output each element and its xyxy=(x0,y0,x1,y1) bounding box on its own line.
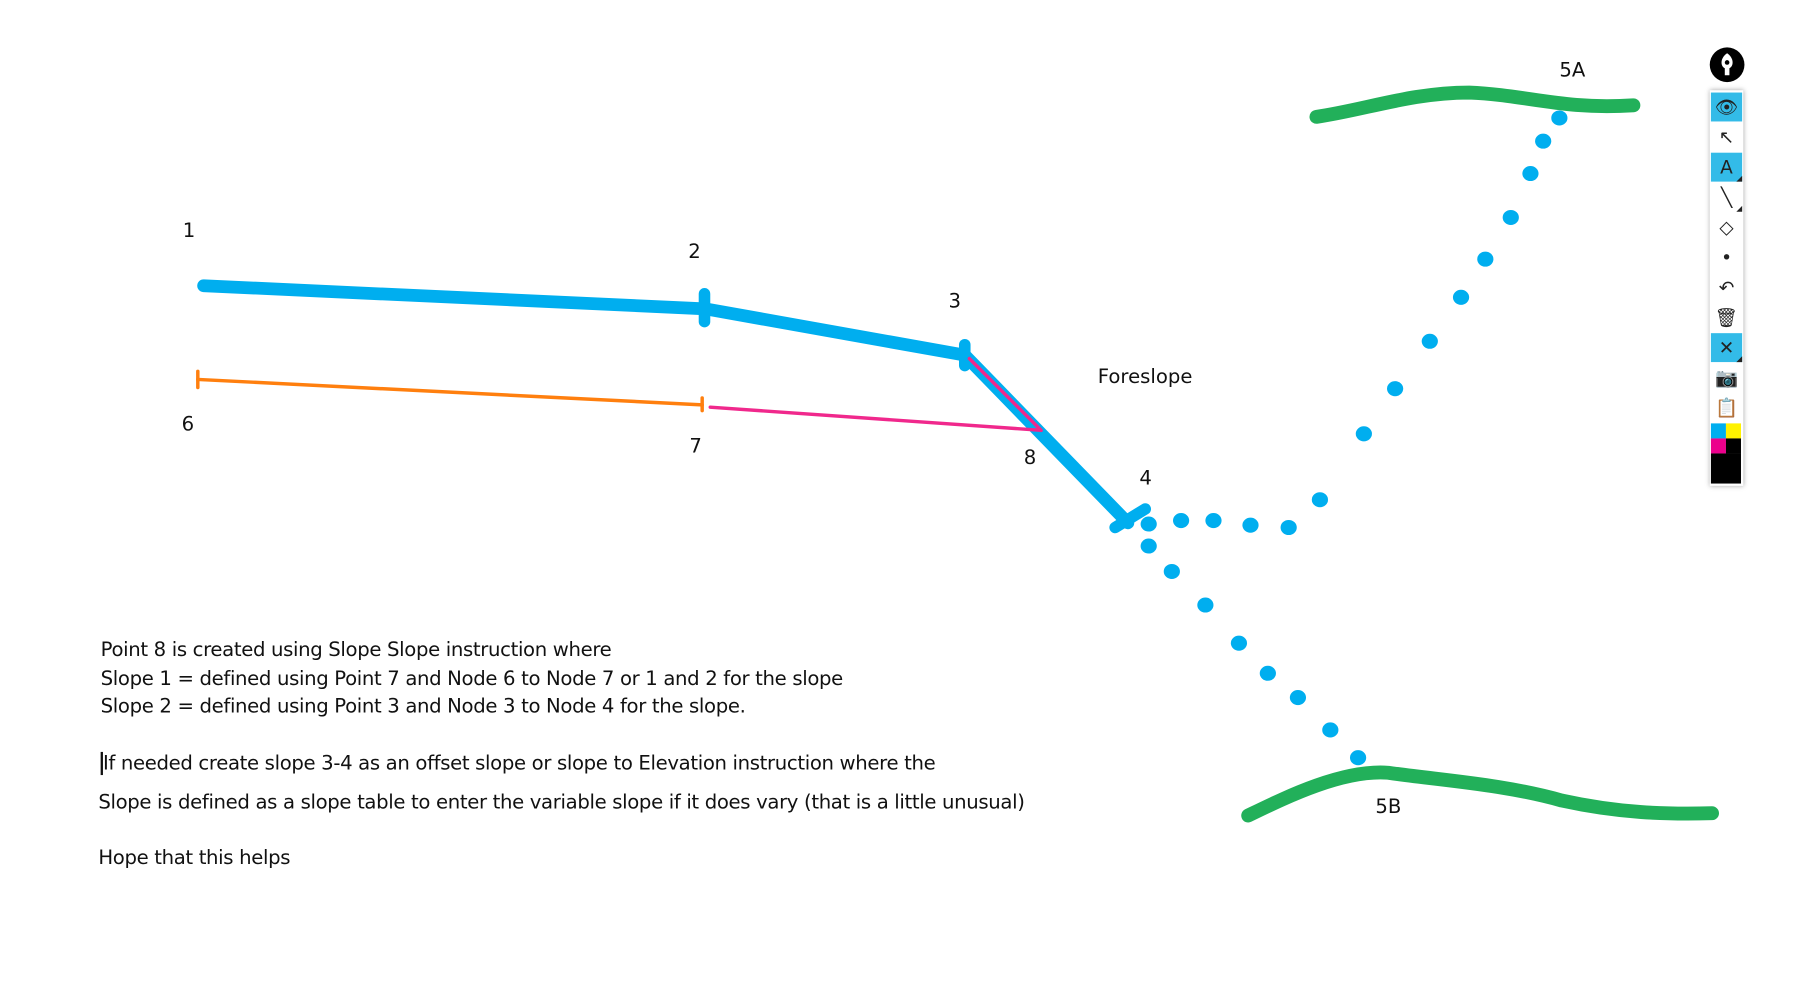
orange-line-6-7 xyxy=(196,377,704,407)
clear-canvas-icon: ✕ xyxy=(1718,336,1735,359)
note-line-3: Slope 2 = defined using Point 3 and Node… xyxy=(100,695,746,719)
magenta-line-7-8-3 xyxy=(708,356,1043,433)
undo-icon: ↶ xyxy=(1718,276,1735,299)
label-point-5a: 5A xyxy=(1559,58,1586,81)
dotted-blue-path xyxy=(1140,110,1568,766)
label-point-4: 4 xyxy=(1139,467,1152,490)
blue-dot xyxy=(1197,597,1214,613)
current-color-swatch[interactable] xyxy=(1710,453,1741,484)
trash-tool-button[interactable]: 🗑 xyxy=(1711,303,1742,332)
color-swatch[interactable] xyxy=(1725,423,1741,439)
blue-dot xyxy=(1140,538,1157,554)
arrow-pointer-icon: ↖ xyxy=(1718,126,1735,149)
blue-dot xyxy=(1355,426,1372,442)
line-tool-button[interactable]: ╲ xyxy=(1711,183,1743,212)
eraser-icon: ◇ xyxy=(1719,216,1734,239)
blue-dot xyxy=(1551,110,1568,126)
label-point-6: 6 xyxy=(182,412,195,435)
note-line-6: Hope that this helps xyxy=(98,846,291,870)
note-line-4[interactable]: If needed create slope 3-4 as an offset … xyxy=(100,751,936,776)
label-point-1: 1 xyxy=(183,219,196,242)
eye-icon: 👁 xyxy=(1714,96,1739,118)
blue-dot xyxy=(1421,333,1438,349)
blue-dot xyxy=(1140,516,1157,532)
clear-canvas-tool-button[interactable]: ✕ xyxy=(1710,333,1743,363)
blue-dot xyxy=(1349,750,1367,766)
color-palette xyxy=(1710,423,1742,484)
pen-logo-icon[interactable] xyxy=(1709,47,1745,83)
blue-dot xyxy=(1230,635,1248,651)
blue-dot xyxy=(1502,209,1519,225)
green-stroke-5b xyxy=(1241,765,1720,823)
eye-tool-button[interactable]: 👁 xyxy=(1710,92,1743,122)
blue-dot xyxy=(1289,690,1307,706)
text-icon: A xyxy=(1720,156,1733,179)
blue-dot xyxy=(1242,517,1259,533)
blue-dot xyxy=(1477,251,1494,267)
text-tool-button[interactable]: A xyxy=(1710,152,1743,182)
label-point-2: 2 xyxy=(688,240,701,263)
blue-dot xyxy=(1452,289,1470,305)
label-point-5b: 5B xyxy=(1375,795,1401,818)
dot-icon: • xyxy=(1721,246,1732,269)
blue-dot xyxy=(1163,563,1180,579)
blue-dot xyxy=(1311,492,1329,508)
undo-tool-button[interactable]: ↶ xyxy=(1711,273,1742,302)
arrow-pointer-tool-button[interactable]: ↖ xyxy=(1711,123,1742,152)
blue-line-1-2-3-4 xyxy=(197,279,1135,530)
color-swatch[interactable] xyxy=(1710,423,1726,439)
blue-dot xyxy=(1172,513,1190,529)
blue-dot xyxy=(1322,722,1339,738)
line-icon: ╲ xyxy=(1720,186,1733,209)
note-line-1: Point 8 is created using Slope Slope ins… xyxy=(100,638,612,662)
blue-dot xyxy=(1205,513,1222,529)
camera-tool-button[interactable]: 📷 xyxy=(1711,363,1742,392)
clipboard-icon: 📋 xyxy=(1714,396,1739,419)
camera-icon: 📷 xyxy=(1714,366,1739,389)
green-stroke-5a xyxy=(1309,85,1641,124)
trash-icon: 🗑 xyxy=(1714,306,1739,329)
label-foreslope: Foreslope xyxy=(1098,365,1193,388)
color-swatch[interactable] xyxy=(1710,438,1726,454)
eraser-tool-button[interactable]: ◇ xyxy=(1711,213,1742,242)
color-swatch[interactable] xyxy=(1725,438,1741,454)
blue-dot xyxy=(1259,665,1276,681)
blue-dot xyxy=(1522,166,1539,182)
label-point-7: 7 xyxy=(689,434,702,457)
clipboard-tool-button[interactable]: 📋 xyxy=(1711,393,1742,422)
note-line-5: Slope is defined as a slope table to ent… xyxy=(98,791,1025,815)
label-point-8: 8 xyxy=(1024,446,1037,469)
drawing-toolbar: 👁 ↖ A ╲ ◇ • ↶ 🗑 ✕ 📷 📋 xyxy=(1709,90,1744,486)
blue-dot xyxy=(1280,519,1297,536)
node-4-tick xyxy=(1109,503,1152,534)
label-point-3: 3 xyxy=(949,290,962,313)
dot-tool-button[interactable]: • xyxy=(1711,243,1742,272)
note-line-2: Slope 1 = defined using Point 7 and Node… xyxy=(100,667,844,691)
blue-dot xyxy=(1535,133,1552,149)
blue-dot xyxy=(1387,381,1404,397)
